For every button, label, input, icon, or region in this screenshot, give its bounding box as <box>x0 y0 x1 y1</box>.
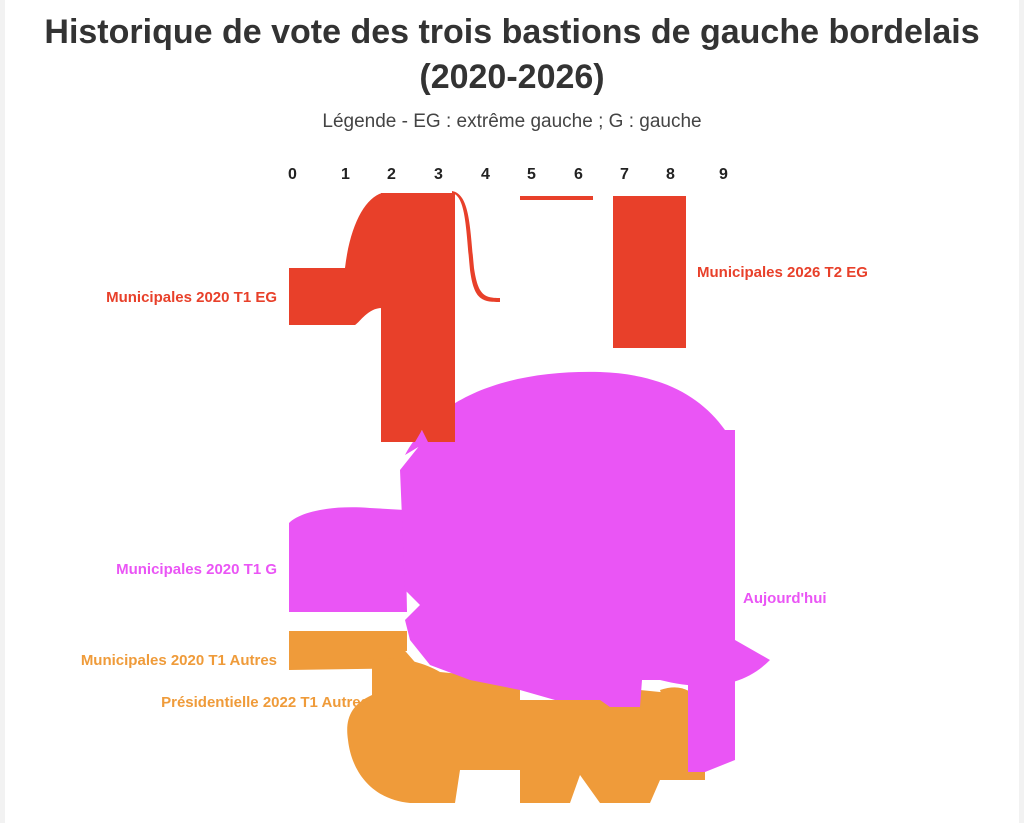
label-presidentielle-2022-t1-autres: Présidentielle 2022 T1 Autres <box>161 694 369 711</box>
right-edge <box>1019 0 1024 823</box>
eg-node-2026 <box>613 196 686 348</box>
eg-flows <box>289 191 686 442</box>
x-tick-9: 9 <box>719 166 728 183</box>
g-core <box>400 371 770 707</box>
chart-title: Historique de vote des trois bastions de… <box>44 13 980 96</box>
eg-node-2020 <box>289 268 350 325</box>
x-tick-3: 3 <box>434 166 443 183</box>
x-tick-6: 6 <box>574 166 583 183</box>
label-municipales-2020-t1-autres: Municipales 2020 T1 Autres <box>80 652 277 669</box>
x-tick-0: 0 <box>288 166 297 183</box>
x-tick-8: 8 <box>666 166 675 183</box>
x-tick-5: 5 <box>527 166 536 183</box>
eg-line-5-6 <box>520 196 593 200</box>
x-tick-2: 2 <box>387 166 396 183</box>
g-right-column <box>688 640 735 772</box>
g-flows <box>289 371 770 772</box>
g-node-2020 <box>289 507 407 612</box>
x-tick-7: 7 <box>620 166 629 183</box>
eg-thin-outflow <box>452 191 500 302</box>
autres-body <box>347 658 690 803</box>
left-edge <box>0 0 5 823</box>
eg-node-2 <box>381 193 455 442</box>
x-tick-4: 4 <box>481 166 490 183</box>
eg-flow-to-node2 <box>345 193 382 325</box>
x-tick-1: 1 <box>341 166 350 183</box>
label-municipales-2026-t2-eg: Municipales 2026 T2 EG <box>697 264 868 281</box>
label-aujourdhui: Aujourd'hui <box>743 590 827 607</box>
legend-subtitle: Légende - EG : extrême gauche ; G : gauc… <box>322 111 702 132</box>
label-municipales-2020-t1-eg: Municipales 2020 T1 EG <box>106 289 277 306</box>
label-municipales-2020-t1-g: Municipales 2020 T1 G <box>116 561 277 578</box>
